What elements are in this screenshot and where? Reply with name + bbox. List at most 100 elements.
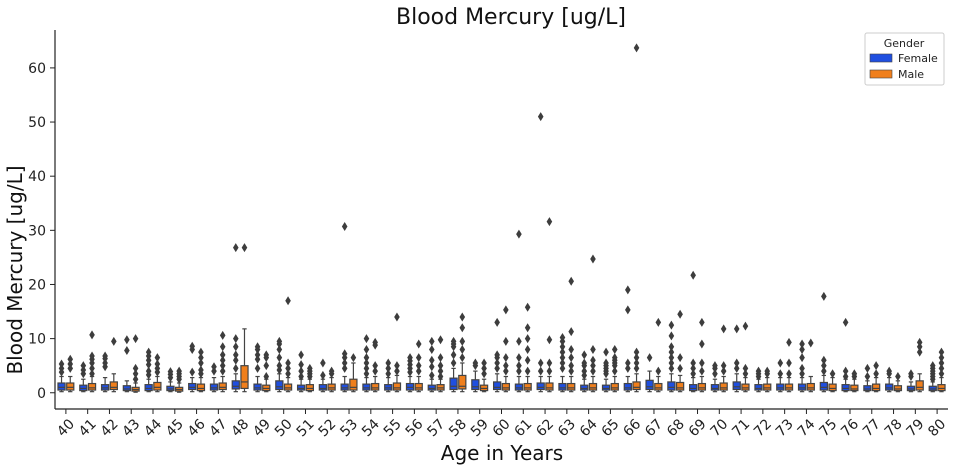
outlier-point bbox=[219, 330, 226, 340]
outlier-point bbox=[341, 349, 348, 359]
outlier-point bbox=[219, 355, 226, 365]
outlier-point bbox=[198, 358, 204, 368]
outlier-point bbox=[799, 353, 805, 363]
outlier-point bbox=[363, 369, 370, 379]
outlier-point bbox=[415, 366, 422, 376]
outlier-point bbox=[219, 350, 226, 360]
outlier-point bbox=[821, 361, 827, 371]
x-tick-label: 49 bbox=[250, 416, 274, 440]
box-iqr bbox=[188, 382, 197, 391]
box-iqr bbox=[218, 382, 227, 391]
outlier-point bbox=[524, 302, 531, 312]
outlier-point bbox=[821, 366, 827, 376]
outlier-point bbox=[546, 358, 553, 368]
outlier-point bbox=[276, 353, 283, 363]
outlier-point bbox=[198, 347, 204, 357]
box-female-70 bbox=[710, 361, 720, 393]
box-male-46 bbox=[196, 347, 206, 393]
box-iqr bbox=[340, 383, 349, 391]
box-female-49 bbox=[253, 342, 262, 393]
outlier-point bbox=[254, 342, 261, 352]
outlier-point bbox=[67, 354, 74, 364]
box-female-60 bbox=[492, 317, 502, 393]
x-tick-label: 57 bbox=[424, 416, 448, 440]
box-female-55 bbox=[384, 358, 393, 393]
outlier-point bbox=[132, 334, 139, 344]
x-tick-label: 77 bbox=[860, 416, 884, 440]
box-male-62 bbox=[545, 217, 554, 393]
outlier-point bbox=[611, 353, 618, 363]
outlier-point bbox=[799, 369, 805, 379]
box-male-50 bbox=[283, 296, 293, 393]
outlier-point bbox=[132, 363, 139, 373]
y-axis-title: Blood Mercury [ug/L] bbox=[3, 165, 27, 374]
outlier-point bbox=[590, 355, 596, 365]
outlier-point bbox=[285, 363, 291, 373]
outlier-point bbox=[459, 336, 466, 346]
outlier-point bbox=[699, 317, 705, 327]
outlier-point bbox=[154, 359, 161, 369]
outlier-point bbox=[67, 359, 74, 369]
outlier-point bbox=[755, 366, 762, 376]
outlier-point bbox=[437, 335, 444, 345]
box-male-77 bbox=[871, 361, 881, 393]
box-iqr bbox=[697, 382, 707, 391]
outlier-point bbox=[633, 358, 640, 368]
x-tick-label: 43 bbox=[119, 416, 143, 440]
outlier-point bbox=[298, 366, 304, 376]
x-tick-label: 78 bbox=[882, 416, 906, 440]
box-iqr bbox=[675, 381, 685, 391]
x-tick-label: 60 bbox=[490, 416, 514, 440]
outlier-point bbox=[590, 254, 596, 264]
legend-entry-female: Female bbox=[898, 52, 938, 65]
outlier-point bbox=[394, 366, 400, 376]
legend-swatch-male bbox=[869, 69, 893, 79]
outlier-point bbox=[873, 369, 879, 379]
legend: Gender Female Male bbox=[864, 32, 945, 86]
box-male-60 bbox=[501, 305, 511, 393]
box-male-66 bbox=[632, 43, 641, 393]
box-iqr bbox=[87, 382, 97, 391]
box-female-62 bbox=[536, 112, 545, 393]
box-iqr bbox=[623, 382, 632, 391]
box-iqr bbox=[283, 383, 293, 391]
x-axis-title: Age in Years bbox=[441, 441, 563, 465]
outlier-point bbox=[799, 344, 805, 354]
outlier-point bbox=[176, 366, 182, 376]
outlier-point bbox=[546, 217, 553, 227]
outlier-point bbox=[581, 366, 588, 376]
box-iqr bbox=[784, 383, 794, 391]
box-female-48 bbox=[231, 243, 240, 393]
outlier-point bbox=[437, 366, 444, 376]
outlier-point bbox=[516, 229, 522, 239]
outlier-point bbox=[494, 363, 500, 373]
outlier-point bbox=[625, 358, 631, 368]
x-tick-label: 73 bbox=[773, 416, 797, 440]
outlier-point bbox=[742, 321, 749, 331]
outlier-point bbox=[764, 366, 771, 376]
outlier-point bbox=[668, 358, 675, 368]
outlier-point bbox=[668, 363, 675, 373]
outlier-point bbox=[559, 353, 566, 363]
outlier-point bbox=[516, 361, 522, 371]
outlier-point bbox=[546, 335, 553, 345]
legend-title: Gender bbox=[884, 37, 925, 50]
box-iqr bbox=[732, 381, 741, 391]
box-iqr bbox=[501, 382, 511, 391]
outlier-point bbox=[916, 337, 923, 347]
box-iqr bbox=[122, 385, 132, 392]
outlier-point bbox=[298, 372, 304, 382]
outlier-point bbox=[219, 366, 226, 376]
outlier-point bbox=[633, 43, 640, 53]
outlier-point bbox=[786, 337, 792, 347]
box-male-61 bbox=[523, 302, 532, 393]
outlier-point bbox=[89, 363, 95, 373]
outlier-point bbox=[938, 358, 945, 368]
box-iqr bbox=[632, 381, 641, 391]
outlier-point bbox=[415, 353, 422, 363]
x-tick-label: 50 bbox=[272, 416, 296, 440]
outlier-point bbox=[559, 358, 566, 368]
outlier-point bbox=[742, 369, 749, 379]
box-male-42 bbox=[109, 336, 118, 393]
box-male-80 bbox=[937, 347, 946, 393]
